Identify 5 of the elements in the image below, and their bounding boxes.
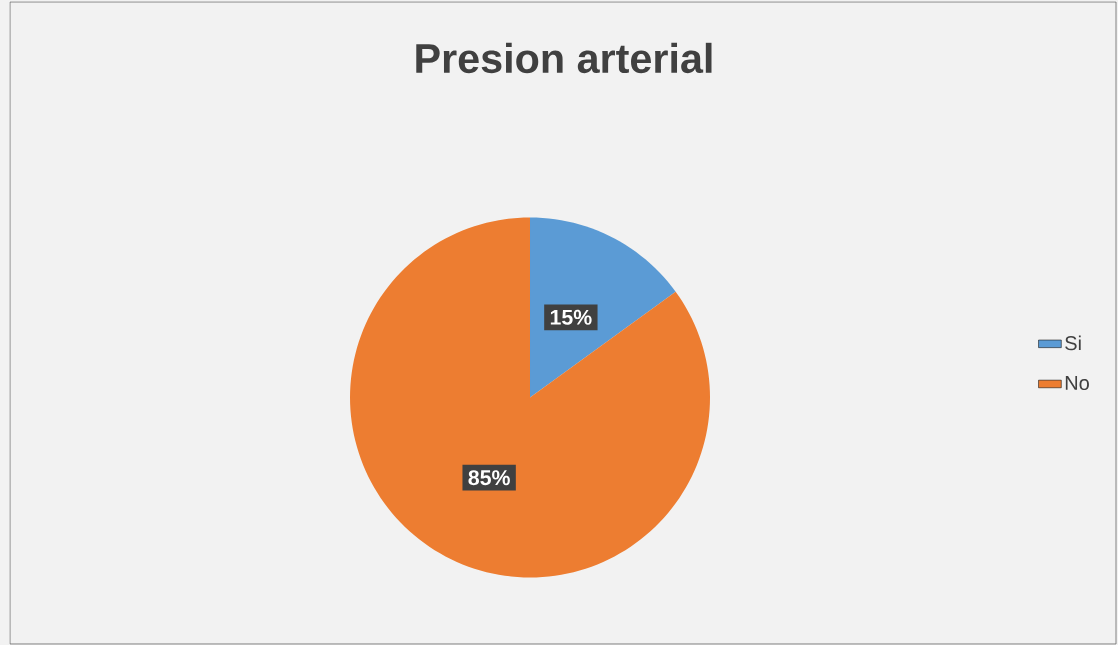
- chart-title: Presion arterial: [416, 42, 712, 74]
- data-label: 85%: [468, 470, 510, 486]
- data-label: 15%: [550, 309, 592, 325]
- legend-label: Si: [1065, 335, 1081, 351]
- legend-label: No: [1065, 376, 1089, 391]
